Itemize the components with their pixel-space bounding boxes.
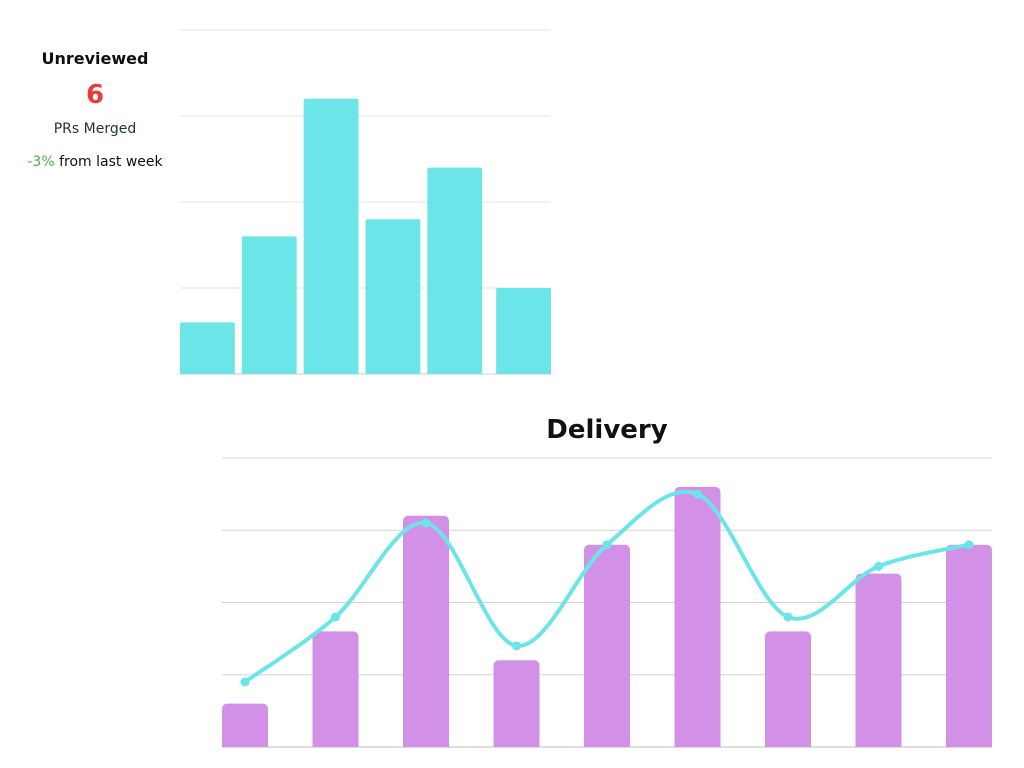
- bar: [674, 486, 721, 747]
- bar: [427, 167, 483, 374]
- bar: [946, 544, 992, 747]
- weekly-bar-chart: [180, 29, 551, 375]
- bar: [222, 703, 268, 747]
- bar: [241, 236, 297, 374]
- line-point: [783, 612, 793, 622]
- bar: [403, 515, 449, 747]
- bar: [855, 573, 902, 747]
- bar: [584, 544, 630, 747]
- bar: [496, 288, 551, 374]
- bar: [493, 660, 540, 747]
- stat-change: -3%: [27, 154, 55, 170]
- bar: [765, 631, 811, 747]
- line-point: [602, 540, 612, 550]
- line-point: [693, 489, 702, 499]
- series-line: [243, 490, 971, 684]
- line-point: [240, 677, 250, 687]
- stat-value: 6: [85, 80, 105, 110]
- bar: [180, 322, 235, 374]
- delivery-chart-title: Delivery: [546, 415, 667, 445]
- bar: [312, 631, 359, 747]
- line-point: [331, 612, 340, 622]
- delivery-chart: Delivery: [222, 415, 992, 748]
- unreviewed-stat-card: Unreviewed 6 PRs Merged -3% from last we…: [0, 40, 190, 178]
- line-point: [421, 518, 431, 528]
- stat-trend: -3% from last week: [0, 146, 190, 178]
- line-point: [874, 561, 883, 571]
- line-point: [512, 641, 521, 651]
- bar: [365, 219, 421, 374]
- stat-title: Unreviewed: [41, 49, 149, 68]
- bar: [303, 98, 359, 375]
- stat-label: PRs Merged: [53, 121, 137, 137]
- stat-change-suffix: from last week: [59, 154, 163, 170]
- line-point: [964, 540, 974, 550]
